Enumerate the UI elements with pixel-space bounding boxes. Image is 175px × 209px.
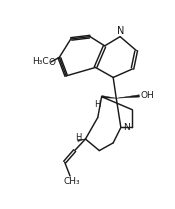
Text: H: H bbox=[75, 133, 82, 142]
Text: CH₃: CH₃ bbox=[63, 177, 80, 186]
Polygon shape bbox=[102, 96, 116, 98]
Text: N: N bbox=[123, 123, 130, 132]
Polygon shape bbox=[78, 139, 85, 141]
Text: N: N bbox=[117, 26, 125, 36]
Text: O: O bbox=[48, 57, 55, 66]
Text: OH: OH bbox=[141, 91, 155, 100]
Polygon shape bbox=[116, 95, 139, 98]
Text: H: H bbox=[94, 100, 101, 109]
Text: H₃C: H₃C bbox=[33, 57, 49, 66]
